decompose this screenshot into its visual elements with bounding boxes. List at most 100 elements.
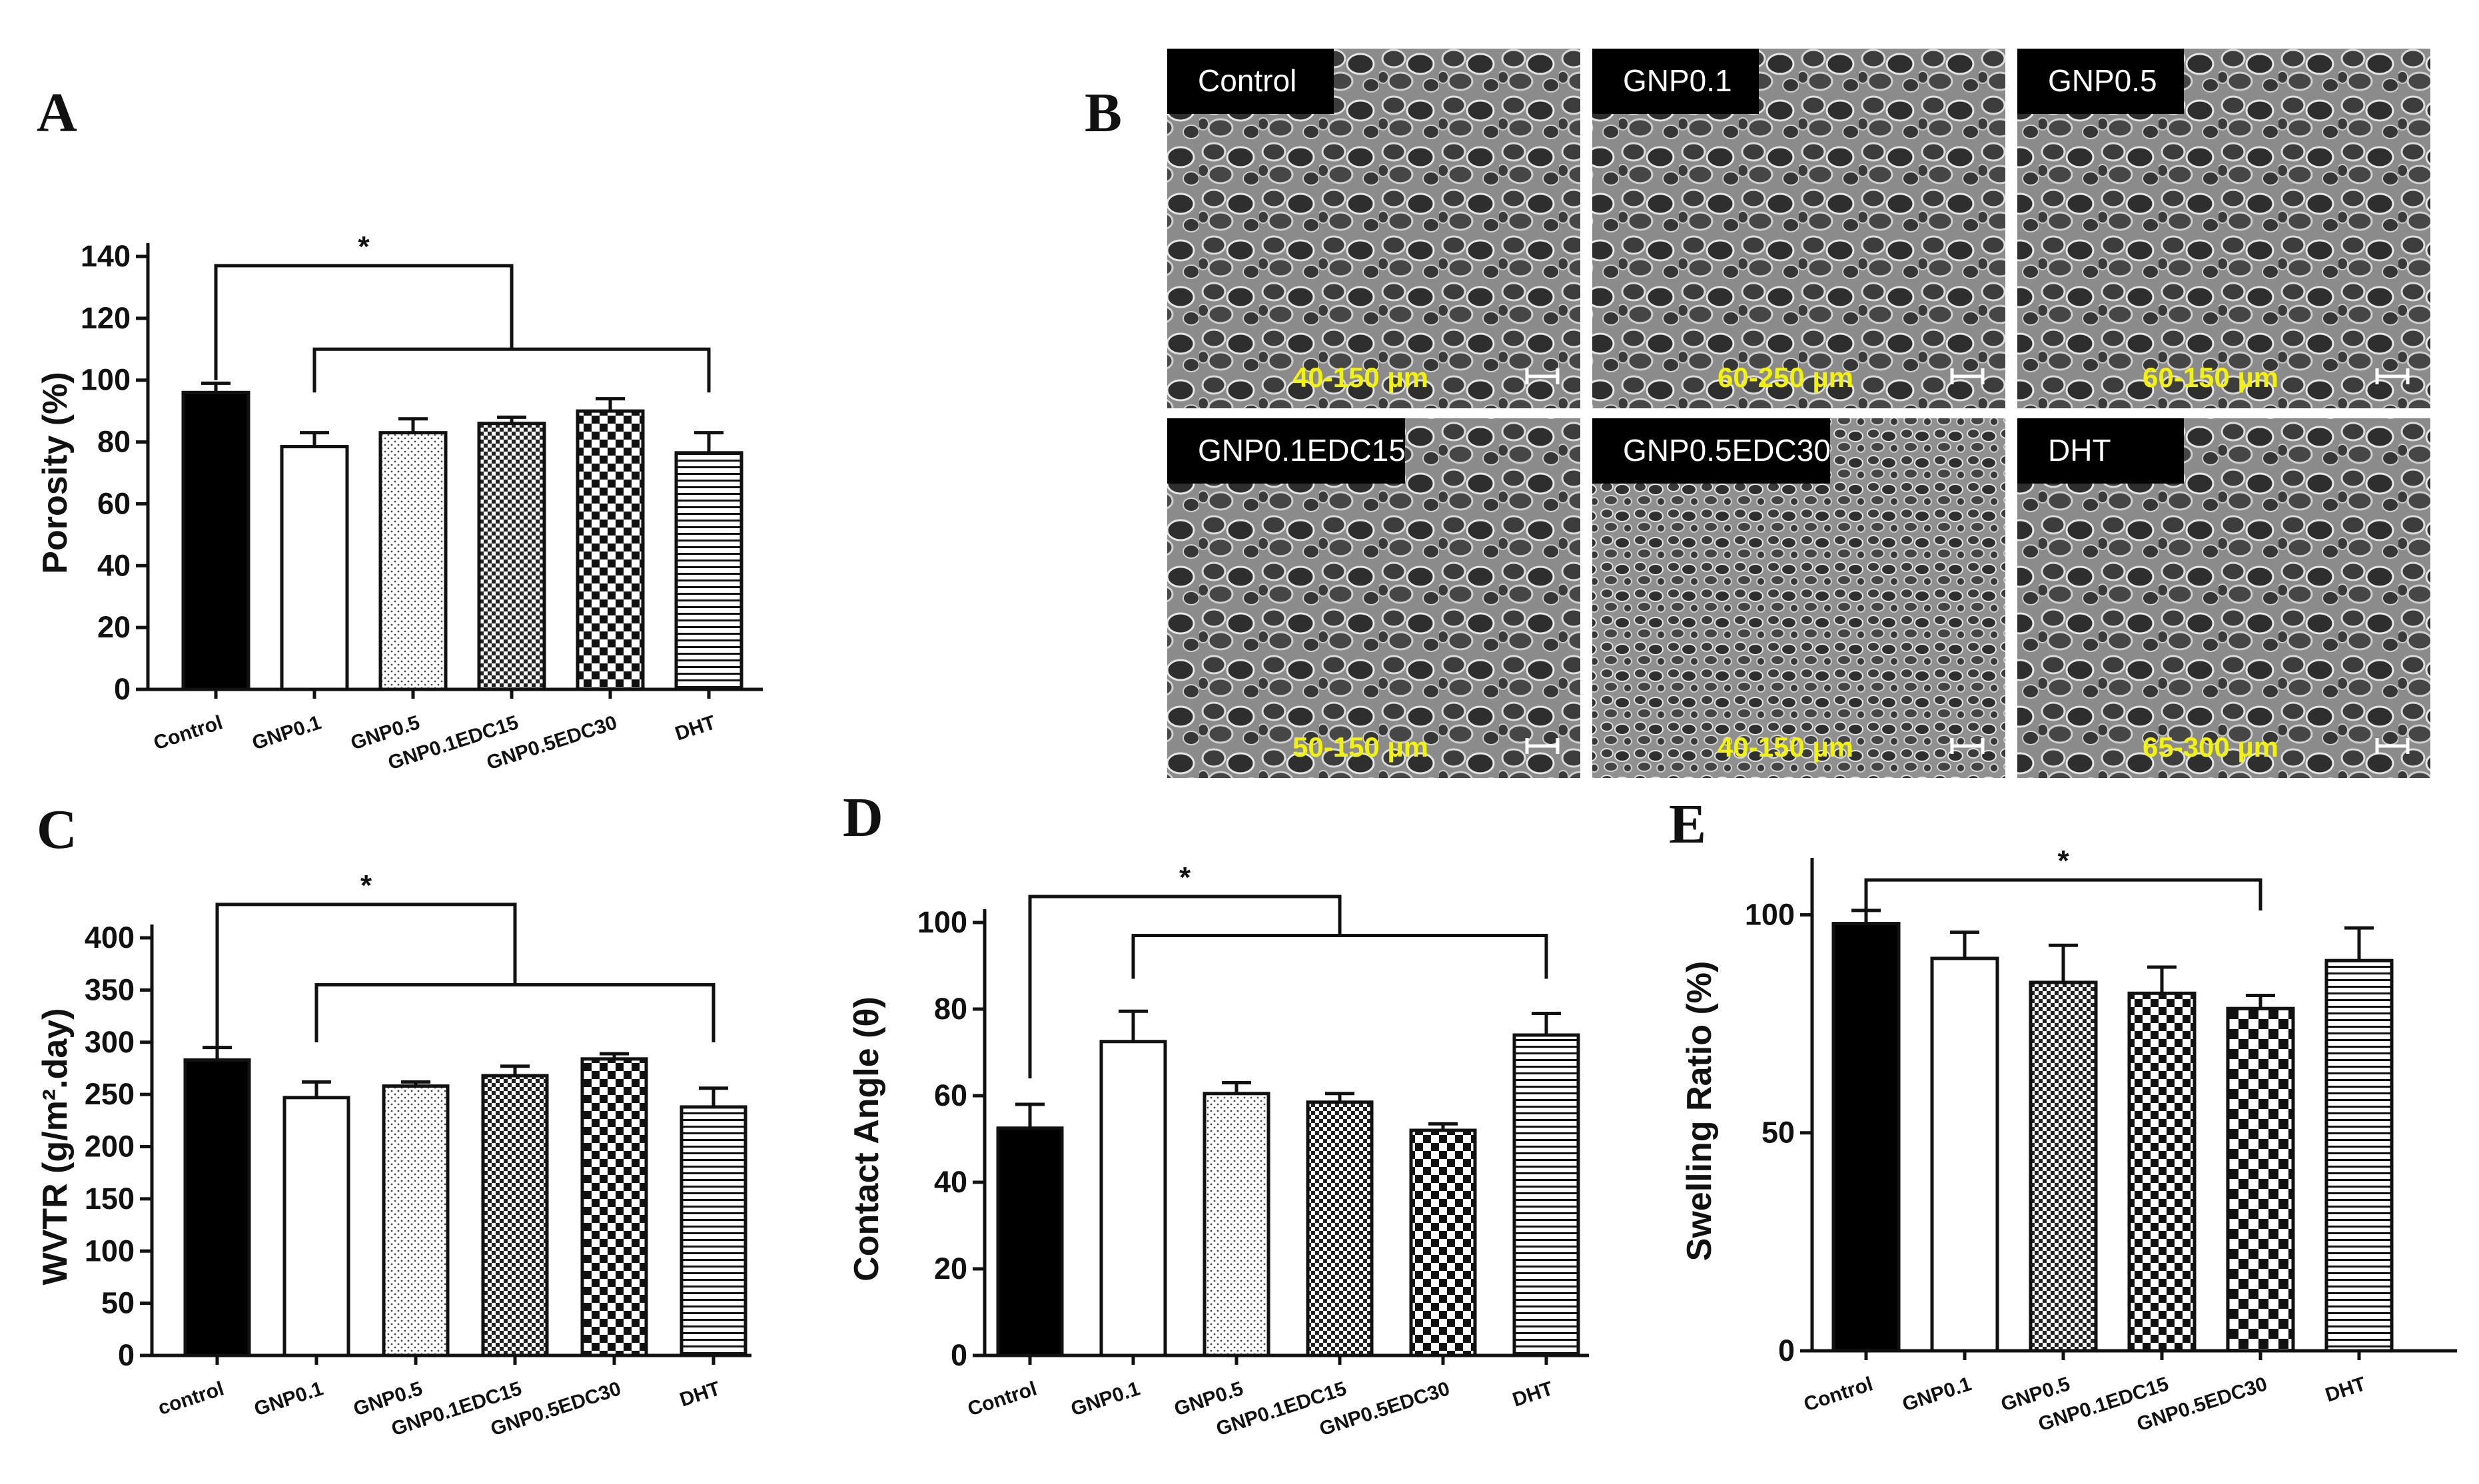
sem-pore-range: 60-250 µm bbox=[1718, 362, 1853, 393]
y-tick-label: 60 bbox=[97, 486, 131, 520]
bar bbox=[1409, 1128, 1477, 1357]
x-tick-label: Control bbox=[151, 711, 226, 754]
sem-tile: GNP0.1 60-250 µm bbox=[1592, 49, 2005, 408]
y-tick-label: 40 bbox=[934, 1165, 967, 1199]
scale-bar-icon bbox=[2375, 368, 2410, 384]
y-tick-label: 150 bbox=[85, 1182, 135, 1216]
y-tick-label: 350 bbox=[85, 972, 135, 1006]
significance-group-bracket bbox=[1131, 934, 1548, 979]
sem-pore-range: 60-150 µm bbox=[2143, 362, 2278, 393]
y-tick-label: 20 bbox=[934, 1252, 967, 1286]
significance-bracket bbox=[1028, 895, 1342, 1078]
sem-tag-bg bbox=[2017, 418, 2184, 484]
chart-porosity: 0 20 40 60 80 100 120 140 Porosity (%) Control GNP… bbox=[36, 230, 763, 775]
y-tick-label: 100 bbox=[81, 363, 131, 397]
bar bbox=[680, 1105, 747, 1357]
bar bbox=[1306, 1100, 1374, 1357]
sem-tag-label: GNP0.5 bbox=[2048, 63, 2157, 98]
sem-panel: Control 40-150 µm GNP0.1 60-250 µm GNP0.5 60-… bbox=[1167, 49, 2430, 778]
sem-pore-range: 40-150 µm bbox=[1718, 731, 1853, 763]
panel-letter-a: A bbox=[37, 82, 77, 144]
y-axis-label: Porosity (%) bbox=[36, 372, 75, 573]
bar bbox=[2324, 958, 2394, 1353]
sem-tag-label: GNP0.1 bbox=[1623, 63, 1732, 98]
bar bbox=[576, 409, 645, 691]
y-tick-label: 0 bbox=[1778, 1333, 1795, 1367]
y-tick-label: 100 bbox=[917, 905, 967, 939]
scale-bar-icon bbox=[1950, 368, 1985, 384]
bar bbox=[1930, 956, 1999, 1353]
x-tick-label: DHT bbox=[2322, 1373, 2368, 1406]
significance-group-bracket bbox=[314, 983, 716, 1042]
sem-pore-range: 40-150 µm bbox=[1292, 362, 1428, 393]
scale-bar-icon bbox=[1525, 368, 1560, 384]
bar bbox=[1099, 1040, 1167, 1357]
y-tick-label: 140 bbox=[81, 239, 131, 273]
bar bbox=[481, 1074, 549, 1357]
sem-tag-bg bbox=[1592, 418, 1830, 484]
bar bbox=[181, 390, 250, 691]
x-tick-label: DHT bbox=[1510, 1377, 1556, 1411]
y-tick-label: 50 bbox=[1761, 1116, 1795, 1150]
y-tick-label: 20 bbox=[97, 610, 131, 644]
sem-tag-bg bbox=[1167, 49, 1334, 114]
significance-group-bracket bbox=[312, 347, 711, 393]
sem-tile: GNP0.1EDC15 50-150 µm bbox=[1167, 418, 1580, 778]
significance-star: * bbox=[358, 230, 370, 263]
y-tick-label: 50 bbox=[101, 1286, 135, 1320]
sem-tile: GNP0.5EDC30 40-150 µm bbox=[1592, 418, 2005, 778]
y-tick-label: 200 bbox=[85, 1130, 135, 1164]
bar bbox=[1831, 922, 1901, 1353]
chart-wvtr: 0 50 100 150 200 250 300 350 400 WVTR (g/m².day) c… bbox=[36, 869, 751, 1441]
x-tick-label: GNP0.1 bbox=[1068, 1377, 1143, 1420]
scale-bar-icon bbox=[1525, 738, 1560, 754]
sem-tag-label: GNP0.1EDC15 bbox=[1198, 433, 1406, 468]
sem-tag-bg bbox=[1592, 49, 1759, 114]
chart-contact-angle: 0 20 40 60 80 100 Contact Angle (θ) Control GNP0… bbox=[847, 861, 1589, 1441]
y-tick-label: 40 bbox=[97, 548, 131, 582]
significance-star: * bbox=[360, 869, 372, 902]
y-tick-label: 400 bbox=[85, 921, 135, 954]
sem-pore-range: 50-150 µm bbox=[1292, 731, 1428, 763]
bar bbox=[996, 1126, 1064, 1357]
x-tick-label: control bbox=[155, 1377, 227, 1419]
panel-letter-c: C bbox=[37, 799, 77, 861]
y-axis-label: Swelling Ratio (%) bbox=[1680, 961, 1719, 1262]
y-tick-label: 100 bbox=[85, 1234, 135, 1268]
bar bbox=[477, 422, 546, 691]
panel-letter-e: E bbox=[1669, 793, 1706, 855]
y-tick-label: 0 bbox=[114, 672, 131, 706]
bar bbox=[2029, 980, 2098, 1353]
x-tick-label: Control bbox=[965, 1377, 1040, 1420]
panel-letter-b: B bbox=[1085, 82, 1122, 144]
y-tick-label: 250 bbox=[85, 1077, 135, 1111]
x-tick-label: GNP0.1 bbox=[249, 711, 324, 754]
x-tick-label: DHT bbox=[677, 1377, 723, 1411]
x-tick-label: Control bbox=[1801, 1373, 1876, 1415]
sem-pore-range: 65-300 µm bbox=[2143, 731, 2278, 763]
sem-tag-bg bbox=[2017, 49, 2184, 114]
bar bbox=[1203, 1092, 1270, 1357]
x-tick-label: GNP0.1 bbox=[1899, 1373, 1974, 1415]
bar bbox=[378, 431, 448, 691]
sem-tile: Control 40-150 µm bbox=[1167, 49, 1580, 408]
y-tick-label: 0 bbox=[118, 1338, 135, 1372]
panel-letter-d: D bbox=[843, 787, 883, 849]
x-tick-label: GNP0.1 bbox=[251, 1377, 326, 1420]
bar bbox=[382, 1084, 450, 1357]
bar bbox=[183, 1058, 251, 1357]
significance-bracket bbox=[214, 264, 514, 380]
bar bbox=[580, 1057, 648, 1357]
y-tick-label: 80 bbox=[97, 425, 131, 459]
significance-star: * bbox=[2057, 845, 2069, 877]
sem-tag-label: Control bbox=[1198, 63, 1296, 98]
significance-bracket bbox=[215, 903, 517, 1047]
y-tick-label: 120 bbox=[81, 301, 131, 335]
significance-star: * bbox=[1179, 861, 1191, 894]
y-tick-label: 100 bbox=[1745, 897, 1795, 931]
bar bbox=[2226, 1006, 2295, 1353]
scale-bar-icon bbox=[1950, 738, 1985, 754]
bar bbox=[674, 451, 744, 691]
sem-tile: GNP0.5 60-150 µm bbox=[2017, 49, 2430, 408]
